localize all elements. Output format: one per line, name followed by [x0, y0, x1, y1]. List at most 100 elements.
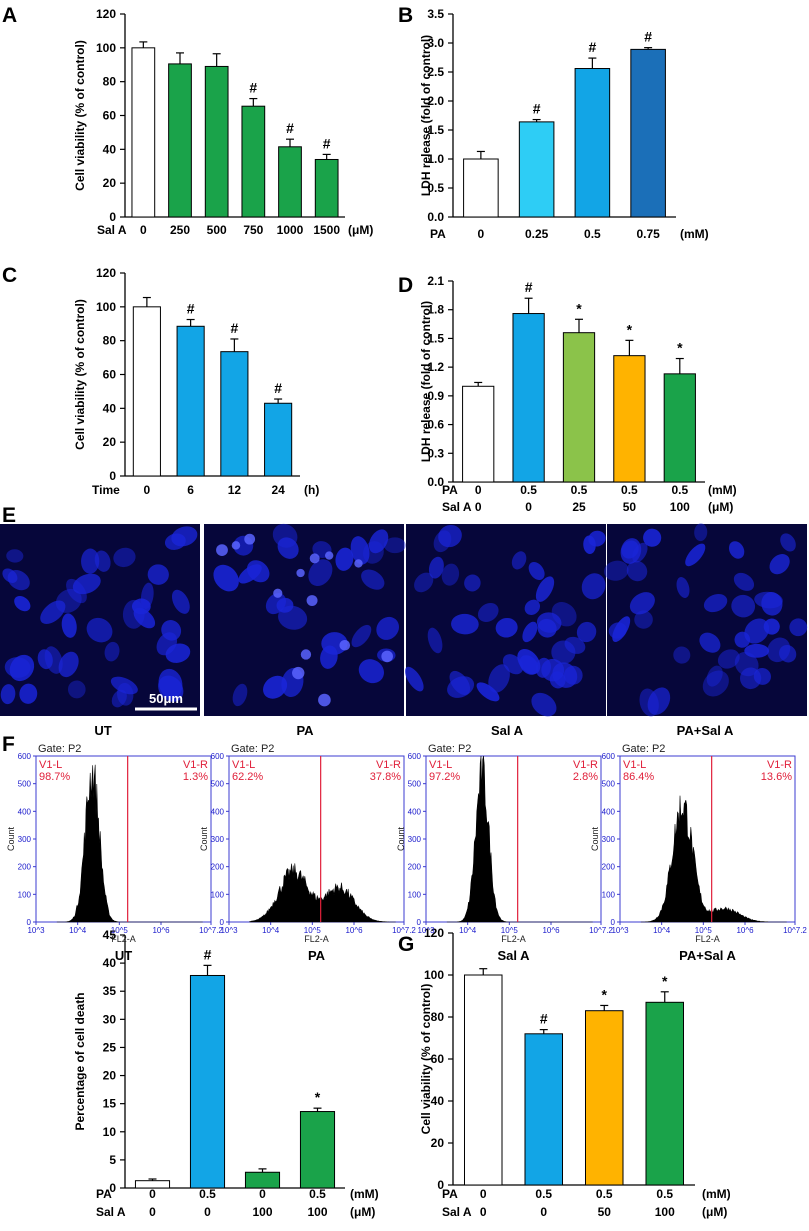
row-label: PA — [96, 1187, 112, 1201]
nucleus — [476, 682, 500, 702]
y-tick-label: 500 — [18, 780, 32, 789]
nucleus — [6, 549, 24, 563]
right-gate-percent: 2.8% — [573, 771, 598, 783]
x-tick-label: 750 — [243, 223, 263, 237]
y-tick-label: 0 — [417, 918, 422, 927]
unit-label: (μM) — [702, 1205, 727, 1219]
y-tick-label: 20 — [431, 1136, 445, 1150]
y-tick-label: 120 — [424, 926, 444, 940]
nucleus — [447, 676, 475, 698]
y-tick-label: 600 — [211, 752, 225, 761]
flow-histogram: 0 100 200 300 400 500 600 Count 10^3 10^4 10^5 10^6… — [199, 743, 416, 963]
bar — [630, 48, 666, 218]
unit-label: (mM) — [680, 227, 709, 241]
nucleus — [414, 572, 434, 593]
y-tick-label: 0 — [27, 918, 32, 927]
significance-marker: # — [204, 946, 212, 962]
bar — [613, 355, 646, 483]
nucleus — [608, 622, 627, 639]
y-tick-label: 200 — [211, 863, 225, 872]
y-axis-label: Percentage of cell death — [73, 992, 87, 1130]
y-tick-label: 1.5 — [427, 331, 444, 345]
x-tick-label: 50 — [623, 500, 637, 514]
y-tick-label: 100 — [18, 890, 32, 899]
microscopy-image — [405, 524, 606, 717]
y-tick-label: 80 — [103, 334, 117, 348]
nucleus — [213, 564, 239, 592]
y-tick-label: 120 — [96, 7, 116, 21]
y-tick-label: 5 — [109, 1153, 116, 1167]
row-label: PA — [442, 483, 458, 497]
bar — [574, 68, 611, 218]
nucleus — [581, 573, 606, 600]
condensed-nucleus — [339, 639, 351, 651]
nucleus — [563, 665, 583, 685]
x-tick-label: 10^6 — [345, 926, 363, 935]
nucleus — [703, 594, 728, 613]
right-gate-label: V1-R — [183, 759, 208, 771]
x-tick-label: 10^4 — [262, 926, 280, 935]
bar — [524, 1033, 564, 1186]
x-tick-label: 0 — [149, 1187, 156, 1201]
right-gate-percent: 37.8% — [370, 771, 401, 783]
y-tick-label: 40 — [103, 956, 117, 970]
x-tick-label: 0.5 — [584, 227, 601, 241]
y-tick-label: 500 — [211, 780, 225, 789]
flow-caption: PA — [308, 948, 326, 963]
flow-caption: PA+Sal A — [679, 948, 736, 963]
x-tick-label: 250 — [170, 223, 190, 237]
bar — [314, 158, 339, 218]
y-tick-label: 20 — [103, 1069, 117, 1083]
row-label: PA — [430, 227, 446, 241]
gate-label: Gate: P2 — [231, 743, 274, 755]
x-tick-label: 10^5 — [501, 926, 519, 935]
x-tick-label: 0 — [259, 1187, 266, 1201]
microscopy-image — [604, 523, 808, 717]
chart-d: 0.0 0.3 0.6 0.9 1.2 1.5 1.8 2.1 LDH release (fol… — [419, 274, 737, 514]
x-tick-label: 10^3 — [27, 926, 45, 935]
y-tick-label: 0 — [109, 1181, 116, 1195]
flow-histogram: 0 100 200 300 400 500 600 Count 10^3 10^4 10^5 10^6… — [590, 743, 807, 963]
y-tick-label: 100 — [96, 41, 116, 55]
bar — [244, 1171, 281, 1189]
nucleus — [549, 671, 566, 689]
panel-label-e: E — [2, 504, 16, 527]
nucleus — [335, 547, 354, 571]
x-tick-label: 100 — [307, 1205, 327, 1219]
y-tick-label: 40 — [431, 1094, 445, 1108]
nucleus — [265, 593, 287, 615]
y-tick-label: 0.9 — [427, 389, 444, 403]
condensed-nucleus — [216, 544, 228, 556]
nucleus — [740, 667, 762, 690]
bar — [264, 402, 293, 477]
microscopy-panel: 50μm — [0, 523, 808, 717]
y-tick-label: 60 — [103, 368, 117, 382]
x-tick-label: 0 — [140, 223, 147, 237]
x-tick-label: 0.5 — [621, 483, 638, 497]
x-axis-label: FL2-A — [304, 934, 329, 944]
nucleus — [351, 624, 372, 648]
x-tick-label: 0 — [144, 483, 151, 497]
panel-label-a: A — [2, 4, 17, 27]
x-tick-label: 1500 — [313, 223, 340, 237]
y-tick-label: 35 — [103, 984, 117, 998]
left-gate-label: V1-L — [39, 759, 62, 771]
nucleus — [780, 533, 796, 552]
x-tick-label: 10^7.2 — [589, 926, 613, 935]
bar — [512, 313, 545, 483]
condensed-nucleus — [292, 666, 305, 680]
y-axis-label: LDH release (fold of control) — [419, 301, 433, 462]
left-gate-label: V1-L — [623, 759, 646, 771]
condensed-nucleus — [318, 693, 331, 707]
nucleus — [171, 589, 190, 614]
nucleus — [2, 568, 18, 583]
flow-cytometry-panel: 0 100 200 300 400 500 600 Count 10^3 10^4 10^5 10^6… — [6, 743, 807, 963]
nucleus — [744, 618, 770, 644]
nucleus — [110, 676, 138, 695]
y-tick-label: 0.0 — [427, 210, 444, 224]
x-tick-label: 10^7.2 — [783, 926, 807, 935]
nucleus — [634, 610, 653, 629]
significance-marker: # — [588, 39, 596, 55]
x-tick-label: 500 — [207, 223, 227, 237]
